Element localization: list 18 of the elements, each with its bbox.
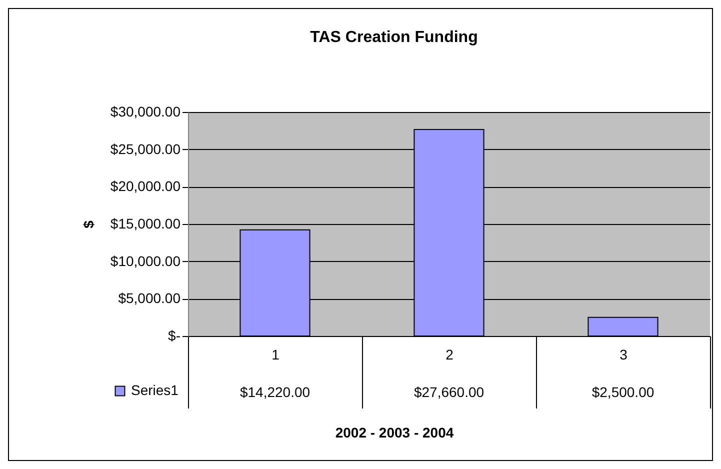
bar (588, 316, 658, 336)
x-tick-label: 3 (620, 346, 628, 362)
y-tick-label: $20,000.00 (110, 178, 181, 194)
y-tick-label: $25,000.00 (110, 140, 181, 157)
data-label: $27,660.00 (414, 384, 484, 400)
y-tick-label: $15,000.00 (110, 216, 181, 232)
x-tick-label: 2 (446, 346, 454, 362)
y-tick-label: $30,000.00 (110, 104, 181, 120)
chart-title: TAS Creation Funding (310, 29, 478, 46)
y-tick-label: $5,000.00 (118, 290, 181, 306)
y-axis-title: $ (80, 220, 96, 228)
legend-label: Series1 (131, 382, 179, 398)
data-label: $14,220.00 (240, 384, 310, 400)
data-label: $2,500.00 (592, 384, 654, 400)
y-tick-label: $10,000.00 (110, 252, 181, 269)
x-axis-title: 2002 - 2003 - 2004 (335, 424, 454, 440)
x-tick-label: 1 (272, 346, 280, 362)
y-tick-label: $- (168, 328, 181, 344)
